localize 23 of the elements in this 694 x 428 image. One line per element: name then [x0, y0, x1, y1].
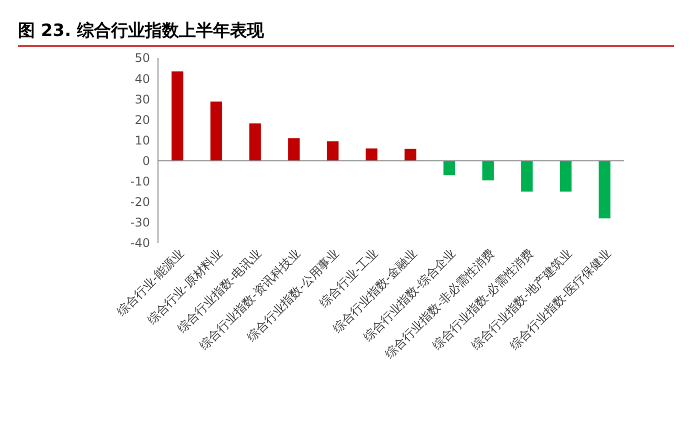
- bar: [172, 71, 184, 161]
- y-tick-label: 10: [134, 133, 150, 148]
- bar: [366, 148, 378, 161]
- y-tick-label: -10: [130, 174, 150, 189]
- bar: [249, 123, 261, 161]
- y-tick-label: 0: [142, 154, 150, 168]
- bar: [288, 138, 300, 161]
- bar: [598, 160, 610, 218]
- y-tick-label: -20: [130, 195, 150, 210]
- y-tick-label: -30: [130, 216, 150, 230]
- bar: [404, 148, 416, 161]
- bar: [482, 160, 494, 180]
- y-tick-label: 20: [134, 112, 150, 127]
- y-tick-label: 40: [134, 72, 150, 86]
- y-tick-label: 50: [134, 51, 150, 66]
- bar: [443, 160, 456, 176]
- y-tick-label: 30: [134, 92, 150, 106]
- bar: [560, 160, 572, 192]
- bar: [521, 160, 533, 192]
- bar: [326, 141, 339, 161]
- chart-title: 图 23. 综合行业指数上半年表现: [18, 21, 265, 41]
- y-tick-label: -40: [130, 236, 150, 250]
- bar: [210, 102, 222, 161]
